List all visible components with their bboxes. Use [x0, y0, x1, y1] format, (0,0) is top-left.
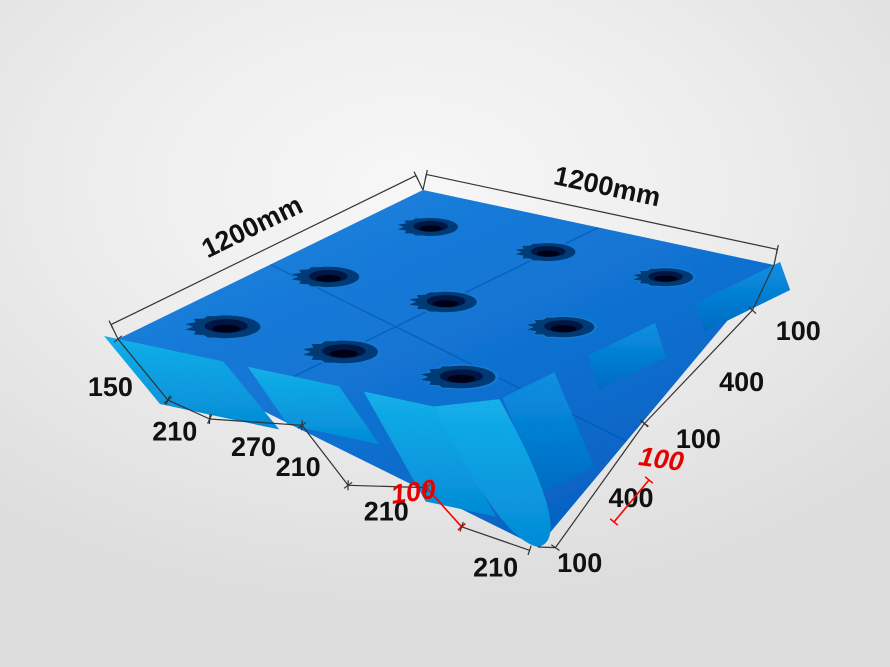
svg-text:150: 150 — [88, 372, 133, 402]
svg-text:100: 100 — [776, 316, 821, 346]
svg-text:210: 210 — [473, 553, 518, 583]
svg-text:400: 400 — [719, 367, 764, 397]
svg-text:100: 100 — [637, 441, 686, 477]
svg-text:270: 270 — [231, 432, 276, 462]
svg-text:210: 210 — [152, 417, 197, 447]
svg-text:100: 100 — [389, 474, 438, 510]
svg-text:100: 100 — [557, 548, 602, 578]
svg-text:210: 210 — [276, 452, 321, 482]
svg-text:1200mm: 1200mm — [197, 190, 307, 264]
svg-text:400: 400 — [608, 483, 653, 513]
